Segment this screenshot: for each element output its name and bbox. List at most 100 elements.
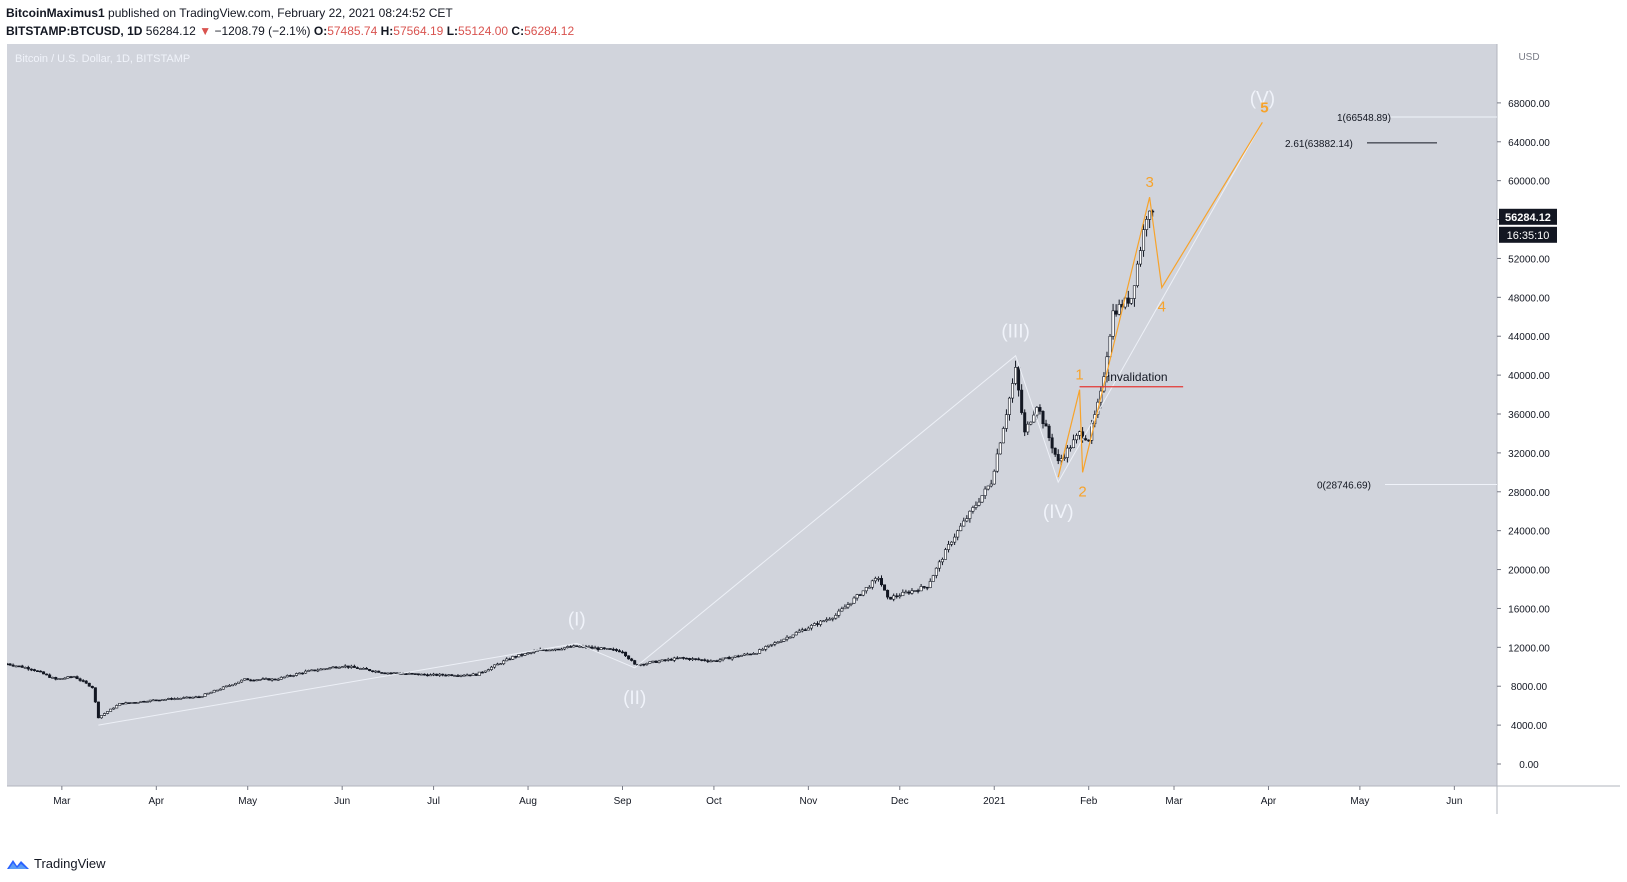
y-tick-label: 40000.00 [1508,371,1550,382]
candle-body [684,657,688,660]
candle-body [124,702,128,705]
candle-body [669,658,673,661]
candle-body [246,678,250,681]
candle-body [109,708,113,712]
candle-body [663,659,667,662]
price-chart[interactable]: Bitcoin / U.S. Dollar, 1D, BITSTAMP USD 0.… [5,44,1620,844]
fib-level-label: 2.61(63882.14) [1285,139,1353,150]
candle-body [508,658,512,661]
candle-body [986,485,990,490]
candle-body [651,660,655,663]
chart-title: Bitcoin / U.S. Dollar, 1D, BITSTAMP [15,53,190,65]
candle-body [843,606,847,610]
candle-body [1047,425,1051,439]
chart-container[interactable]: Bitcoin / U.S. Dollar, 1D, BITSTAMP USD 0.… [5,44,1620,844]
candle-body [593,647,597,650]
candle-body [812,623,816,626]
candle-body [471,673,475,676]
candle-body [486,669,490,672]
y-tick-label: 52000.00 [1508,254,1550,265]
candle-body [148,699,152,702]
candle-body [99,715,103,719]
candle-body [758,649,762,654]
candle-body [215,689,219,692]
candle-body [1020,389,1024,413]
candle-body [709,660,713,663]
candle-body [66,676,70,679]
candle-body [806,627,810,631]
candle-body [380,672,384,674]
candle-body [867,586,871,589]
footer: TradingView [6,856,106,871]
candle-body [840,608,844,612]
candle-body [846,604,850,608]
high-value: 57564.19 [393,24,444,38]
candle-body [1068,447,1072,450]
candle-body [270,678,274,681]
candle-body [48,674,52,678]
candle-body [489,666,493,670]
candle-body [502,660,506,665]
candle-body [60,678,64,680]
symbol-label: BITSTAMP:BTCUSD, 1D [6,24,143,38]
candle-body [1138,250,1142,265]
candle-body [614,649,618,651]
candle-body [444,674,448,677]
candle-body [648,661,652,664]
candle-body [703,659,707,662]
candle-body [895,595,899,598]
candle-body [261,678,265,680]
candle-body [465,674,469,677]
candle-body [5,663,9,666]
candle-body [450,674,454,676]
candle-body [166,698,170,700]
candle-body [578,646,582,648]
candle-body [419,673,423,676]
candle-body [834,615,838,619]
candle-body [1044,423,1048,427]
price-change: −1208.79 (−2.1%) [214,24,311,38]
candle-body [1038,407,1042,412]
candle-body [572,645,576,648]
candle-body [139,700,143,703]
candle-body [599,647,603,650]
candle-body [429,674,433,677]
candle-body [1001,428,1005,444]
candle-body [32,669,36,672]
tradingview-brand[interactable]: TradingView [34,856,106,871]
candle-body [770,643,774,646]
candle-body [377,670,381,673]
candle-body [1014,367,1018,384]
candle-body [989,483,993,487]
low-label: L: [446,24,459,38]
candle-body [666,658,670,661]
candle-body [718,659,722,662]
orange-wave-label: 3 [1145,174,1153,191]
open-value: 57485.74 [327,24,378,38]
candle-body [176,698,180,700]
candle-body [730,656,734,660]
candle-body [358,668,362,670]
y-tick-label: 32000.00 [1508,449,1550,460]
candle-body [234,683,238,686]
candle-body [700,659,704,661]
candle-body [343,665,347,668]
candle-body [474,673,478,676]
candle-body [773,642,777,645]
candle-body [14,665,18,668]
candle-body [249,679,253,682]
candle-body [337,667,341,669]
last-price-value: 56284.12 [1505,212,1551,224]
candle-body [1071,439,1075,449]
candle-body [876,578,880,580]
candle-body [557,648,561,651]
author-name[interactable]: BitcoinMaximus1 [6,6,105,20]
candle-body [340,666,344,668]
candle-body [514,656,518,658]
candle-body [258,679,262,681]
candle-body [858,594,862,596]
candle-body [642,663,646,666]
candle-body [1135,263,1139,287]
candle-body [934,567,938,576]
candle-body [563,647,567,650]
